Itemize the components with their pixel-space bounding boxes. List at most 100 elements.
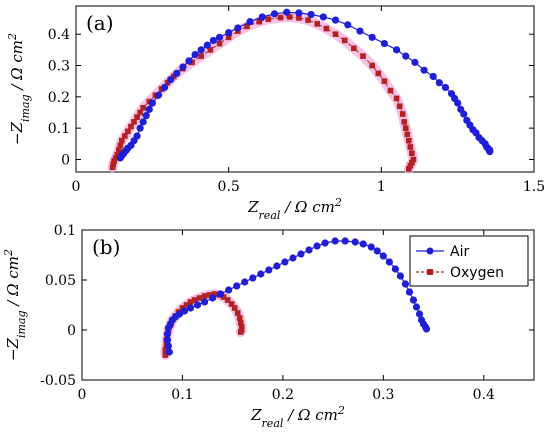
data-point [246, 18, 254, 26]
panel-a: 0 0.5 1 1.5 0 0.1 0.2 0.3 0.4 Zreal / Ω cm2 −Zimag… [6, 5, 545, 222]
data-point [385, 258, 393, 266]
legend-box [409, 235, 529, 287]
data-point [162, 352, 169, 358]
data-point [401, 119, 408, 125]
x-tick-label: 0.5 [218, 179, 240, 195]
data-point [420, 66, 428, 74]
data-point [307, 10, 315, 19]
data-point [406, 166, 412, 172]
panel-label: (b) [92, 235, 120, 259]
series-oxygen [107, 12, 419, 174]
data-point [412, 303, 421, 311]
data-point [133, 132, 141, 140]
data-point [244, 23, 250, 30]
data-point [399, 111, 406, 117]
data-point [369, 62, 375, 69]
data-point [142, 112, 150, 120]
data-point [234, 24, 242, 32]
data-point [249, 274, 257, 282]
data-point [323, 25, 330, 32]
panel-label: (a) [86, 11, 114, 35]
data-point [407, 144, 414, 150]
data-point [396, 103, 403, 110]
data-point [125, 128, 131, 135]
data-point [162, 347, 169, 353]
data-point [379, 252, 387, 260]
data-point [270, 10, 279, 18]
data-point [191, 297, 198, 303]
data-point [165, 348, 173, 356]
y-tick-label: 0.1 [48, 121, 70, 137]
data-point [402, 52, 410, 60]
y-tick-label: 0.05 [45, 273, 76, 289]
data-point [179, 63, 187, 71]
data-point [234, 310, 241, 316]
y-tick-label: 0.3 [48, 59, 70, 75]
x-tick-label: 0.4 [473, 387, 495, 403]
data-point [225, 34, 232, 41]
data-point [321, 239, 329, 247]
data-point [381, 78, 388, 84]
data-point [112, 155, 119, 161]
data-point [356, 27, 364, 35]
series-air [163, 237, 431, 356]
data-point [224, 297, 231, 303]
data-point [197, 46, 205, 54]
y-tick-label: 0.4 [48, 27, 70, 43]
data-point [314, 21, 321, 27]
data-point [208, 294, 217, 302]
data-point [216, 40, 223, 47]
data-point [409, 159, 415, 166]
data-point [289, 254, 297, 262]
data-point [154, 91, 163, 99]
data-point [200, 298, 209, 306]
data-point [341, 237, 349, 245]
data-point [131, 119, 137, 125]
data-point [429, 72, 437, 81]
legend-entry-air: Air [450, 244, 469, 260]
y-tick-label: 0.1 [54, 223, 76, 239]
data-point [319, 13, 327, 21]
y-axis-label: −Zimag / Ω cm2 [2, 249, 28, 361]
data-point [206, 292, 213, 298]
data-point [193, 301, 202, 309]
data-point [185, 57, 193, 65]
data-point [265, 16, 272, 22]
data-point [164, 342, 172, 350]
data-point [460, 110, 468, 118]
data-point [163, 330, 171, 338]
data-point [160, 83, 169, 92]
data-point [231, 305, 238, 311]
data-point [404, 131, 411, 138]
data-point [373, 247, 381, 255]
x-tick-label: 0 [72, 179, 81, 195]
data-point [305, 246, 313, 254]
x-tick-label: 0 [78, 387, 87, 403]
data-point [387, 87, 394, 94]
data-point [140, 104, 146, 111]
data-point [405, 288, 414, 296]
data-point [296, 15, 302, 21]
data-point [217, 290, 225, 298]
data-point [179, 305, 186, 311]
data-point [236, 315, 243, 321]
data-point [109, 164, 116, 171]
data-point [136, 124, 144, 132]
data-point [409, 150, 415, 157]
data-point [331, 16, 340, 24]
data-point [283, 8, 291, 16]
data-point [351, 45, 357, 52]
data-point [220, 294, 227, 300]
data-point [114, 151, 121, 158]
y-tick-label: -0.05 [40, 373, 76, 389]
data-point [409, 296, 418, 304]
x-axis-label: Zreal / Ω cm2 [247, 196, 342, 222]
data-point [331, 237, 339, 245]
data-point [198, 53, 204, 59]
data-point [180, 307, 189, 315]
data-point [341, 37, 348, 44]
data-point [407, 162, 414, 169]
data-point [163, 336, 171, 344]
data-point [344, 21, 352, 29]
